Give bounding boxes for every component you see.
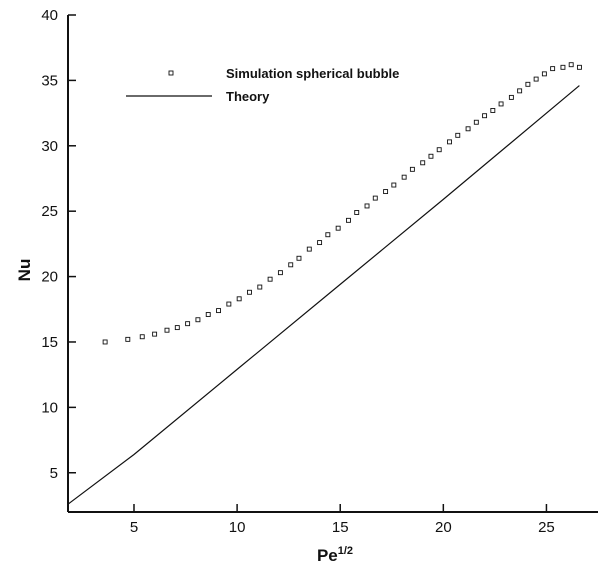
data-point <box>354 210 360 215</box>
x-axis-title-superscript: 1/2 <box>338 545 353 557</box>
data-point <box>391 182 397 188</box>
data-point <box>372 195 378 201</box>
data-point <box>216 308 221 314</box>
data-point <box>533 76 539 82</box>
chart-legend: Simulation spherical bubble Theory <box>126 66 399 104</box>
series-line-theory <box>67 85 580 505</box>
data-point <box>174 325 180 331</box>
data-point <box>447 139 452 145</box>
data-point <box>317 240 323 246</box>
data-point <box>139 334 145 340</box>
data-point <box>482 113 488 119</box>
x-axis-title: Pe1/2 <box>317 545 353 565</box>
data-point <box>267 276 273 282</box>
data-point <box>550 66 556 72</box>
data-point <box>247 289 252 295</box>
legend-label-simulation: Simulation spherical bubble <box>226 66 399 81</box>
y-tick-label: 20 <box>41 269 58 286</box>
data-point <box>152 331 158 337</box>
data-point <box>195 317 201 323</box>
x-axis-title-base: Pe <box>317 546 338 565</box>
data-point <box>335 225 341 231</box>
data-point <box>576 64 582 70</box>
data-point <box>346 217 351 223</box>
data-point <box>436 147 442 153</box>
data-point <box>277 270 283 276</box>
chart-marks <box>67 62 582 505</box>
y-axis-title: Nu <box>15 259 34 282</box>
data-point <box>525 81 531 87</box>
y-tick-label: 30 <box>41 138 58 155</box>
y-tick-label: 40 <box>41 7 58 24</box>
data-point <box>401 174 407 180</box>
data-point <box>490 108 496 113</box>
data-point <box>560 64 566 70</box>
x-tick-label: 25 <box>538 519 555 536</box>
data-point <box>226 301 232 307</box>
data-point <box>420 160 426 166</box>
data-point <box>185 321 191 327</box>
legend-marker-simulation <box>168 70 174 76</box>
data-point <box>508 94 514 100</box>
data-point <box>102 339 108 345</box>
y-tick-label: 35 <box>41 72 58 89</box>
data-point <box>205 312 211 317</box>
data-point <box>473 119 479 125</box>
x-tick-label: 10 <box>229 519 246 536</box>
data-point <box>428 153 434 159</box>
chart-axes: 5 10 15 20 25 30 35 40 5 10 15 20 25 <box>41 7 598 536</box>
y-tick-label: 10 <box>41 399 58 416</box>
data-point <box>383 189 389 195</box>
x-tick-label: 20 <box>435 519 452 536</box>
data-point <box>236 296 242 302</box>
x-tick-label: 15 <box>332 519 349 536</box>
data-point <box>517 88 523 94</box>
y-tick-label: 25 <box>41 203 58 220</box>
data-point <box>257 284 263 290</box>
data-point <box>409 166 415 172</box>
legend-label-theory: Theory <box>226 89 270 104</box>
data-point <box>455 132 461 138</box>
data-point <box>125 336 131 342</box>
data-point <box>498 101 504 107</box>
data-point <box>541 71 547 77</box>
y-tick-label: 5 <box>50 465 58 482</box>
data-point <box>364 203 370 209</box>
data-point <box>288 262 294 268</box>
data-point <box>164 327 170 333</box>
data-point <box>296 255 302 261</box>
data-point <box>568 62 574 68</box>
data-point <box>465 126 471 132</box>
data-point <box>306 246 312 252</box>
y-tick-label: 15 <box>41 334 58 351</box>
x-tick-label: 5 <box>130 519 138 536</box>
data-point <box>325 232 331 238</box>
